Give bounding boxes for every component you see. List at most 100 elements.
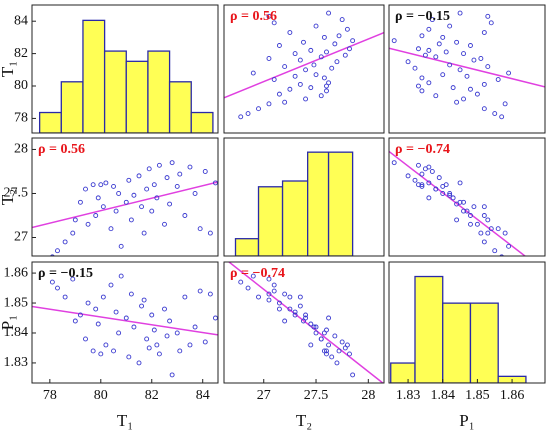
- scatter-point: [238, 114, 244, 120]
- y-tick-label: 1.85: [4, 295, 29, 310]
- scatter-point: [426, 164, 432, 170]
- scatter-point: [326, 80, 332, 86]
- scatter-point: [342, 52, 348, 58]
- scatter-point: [77, 199, 83, 205]
- scatter-point: [271, 77, 277, 82]
- scatter-point: [177, 171, 183, 177]
- scatter-point: [457, 10, 463, 16]
- scatter-point: [336, 348, 342, 354]
- y-tick-label: 27: [14, 230, 28, 245]
- scatter-point: [167, 201, 173, 207]
- scatter-point: [318, 54, 324, 60]
- scatter-point: [287, 294, 293, 300]
- scatter-point: [116, 330, 122, 336]
- panel-frame: [388, 4, 546, 134]
- scatter-point: [468, 86, 473, 92]
- regression-line: [32, 305, 218, 336]
- scatter-point: [308, 342, 314, 348]
- scatter-point: [332, 333, 338, 339]
- panel-frame: [31, 261, 219, 384]
- scatter-point: [311, 62, 317, 68]
- scatter-point: [266, 276, 272, 282]
- scatter-point: [123, 315, 129, 321]
- scatter-point: [182, 213, 188, 218]
- scatter-point: [347, 351, 352, 357]
- scatter-point: [187, 342, 193, 348]
- scatter-point: [318, 336, 324, 342]
- scatter-point: [419, 33, 425, 39]
- scatter-point: [187, 164, 193, 170]
- scatter-point: [344, 342, 350, 348]
- histogram-bar: [60, 81, 84, 133]
- scatter-point: [488, 20, 494, 26]
- scatter-point: [113, 309, 119, 315]
- scatter-point: [50, 254, 55, 256]
- scatter-point: [292, 312, 298, 318]
- scatter-point: [282, 318, 288, 324]
- correlation-label: ρ = 0.56: [38, 142, 85, 157]
- scatter-point: [391, 160, 397, 166]
- scatter-point: [238, 279, 244, 285]
- histogram-bar: [125, 60, 149, 133]
- histogram-bar: [168, 81, 192, 133]
- scatter-point: [457, 67, 463, 73]
- panel: [227, 262, 384, 383]
- scatter-point: [70, 230, 76, 236]
- scatter-point: [83, 336, 88, 342]
- scatter-point: [426, 26, 432, 32]
- panel: [389, 150, 527, 256]
- scatter-point: [433, 54, 439, 60]
- scatter-point: [324, 88, 329, 94]
- scatter-point: [70, 276, 76, 282]
- scatter-point: [207, 230, 213, 236]
- scatter-point: [266, 56, 272, 61]
- scatter-point: [339, 17, 345, 23]
- scatter-point: [292, 73, 298, 79]
- scatter-point: [313, 324, 319, 330]
- scatter-point: [276, 306, 282, 312]
- scatter-point: [332, 41, 338, 47]
- scatter-point: [149, 208, 155, 214]
- scatter-point: [292, 51, 298, 57]
- scatter-point: [202, 169, 208, 174]
- scatter-point: [429, 17, 435, 23]
- scatter-point: [416, 162, 421, 168]
- scatter-point: [95, 195, 101, 201]
- scatter-point: [126, 177, 132, 183]
- scatter-point: [245, 111, 251, 117]
- y-tick-label: 78: [14, 111, 28, 126]
- scatter-point: [461, 51, 466, 57]
- scatter-point: [303, 312, 309, 318]
- scatter-point: [141, 230, 147, 236]
- scatter-point: [287, 86, 293, 92]
- scatter-point: [164, 333, 170, 339]
- scatter-point: [419, 88, 425, 94]
- scatter-point: [461, 208, 466, 214]
- panel-frame: [223, 4, 385, 134]
- scatter-point: [419, 75, 425, 81]
- x-tick-label: 80: [94, 388, 108, 403]
- scatter-point: [55, 248, 60, 254]
- scatter-point: [62, 239, 68, 245]
- scatter-point: [111, 348, 116, 354]
- x-tick-label: 1.85: [465, 388, 490, 403]
- scatter-point: [318, 93, 324, 99]
- correlation-label: ρ = −0.74: [230, 266, 285, 281]
- scatter-point: [350, 372, 356, 378]
- scatter-point: [419, 171, 425, 177]
- scatter-point: [485, 230, 491, 236]
- scatter-point: [492, 248, 498, 254]
- scatter-point: [450, 195, 456, 201]
- scatter-point: [481, 30, 487, 35]
- scatter-point: [207, 291, 213, 297]
- scatter-point: [271, 288, 277, 294]
- scatter-point: [450, 85, 456, 91]
- scatter-point: [98, 182, 104, 188]
- regression-line: [389, 47, 545, 88]
- scatter-point: [297, 303, 303, 309]
- scatter-point: [422, 52, 428, 58]
- correlation-label: ρ = −0.15: [395, 9, 450, 24]
- scatter-point: [266, 291, 272, 297]
- panel: [390, 275, 527, 383]
